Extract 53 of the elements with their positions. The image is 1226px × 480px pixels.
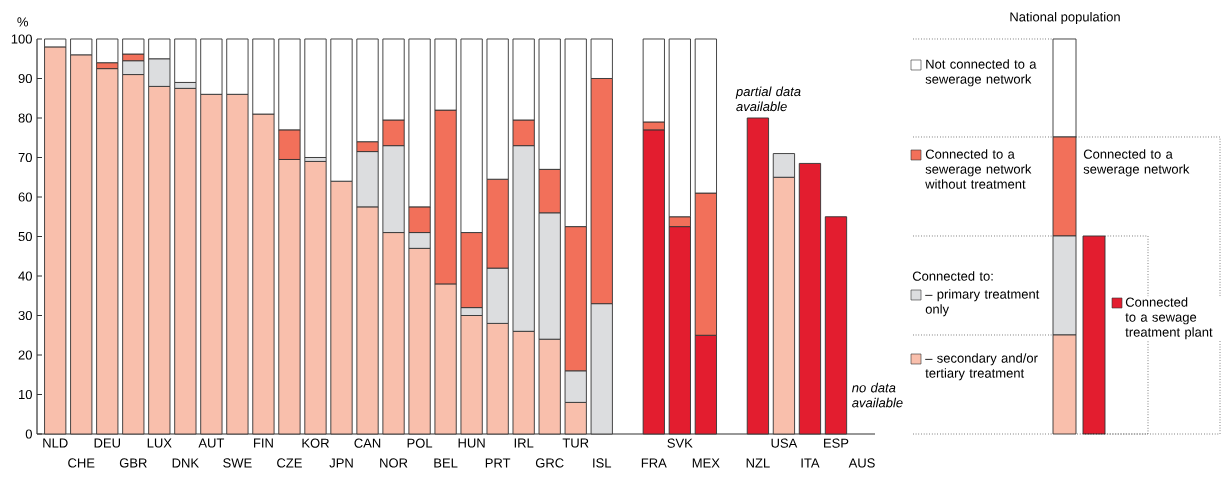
- x-tick-label: POL: [407, 438, 433, 448]
- x-tick-label: MEX: [692, 458, 720, 468]
- x-tick-label: ITA: [801, 458, 820, 468]
- y-tick-label: 0: [25, 429, 32, 439]
- legend-label: Not connected to a sewerage network: [925, 59, 1037, 87]
- x-tick-label: CAN: [354, 438, 381, 448]
- y-tick-label: 80: [18, 113, 32, 123]
- x-tick-label: GRC: [535, 458, 564, 468]
- y-tick-label: 60: [18, 192, 32, 202]
- x-tick-label: NLD: [43, 438, 68, 448]
- x-tick-label: TUR: [562, 438, 589, 448]
- legend-label: – secondary and/or tertiary treatment: [925, 353, 1038, 381]
- y-axis-title: %: [17, 17, 29, 27]
- x-tick-label: DEU: [94, 438, 120, 448]
- x-tick-label: FIN: [254, 438, 273, 448]
- x-tick-label: SWE: [223, 458, 252, 468]
- x-tick-label: SVK: [667, 438, 693, 448]
- annotation: partial data available: [735, 86, 801, 112]
- legend-title: National population: [1010, 11, 1120, 25]
- x-tick-label: ISL: [593, 458, 612, 468]
- x-tick-label: DNK: [172, 458, 199, 468]
- text: Connected to:: [912, 271, 993, 281]
- x-tick-label: NZL: [746, 458, 770, 468]
- y-tick-label: 10: [19, 389, 32, 400]
- bar: [304, 38, 327, 158]
- x-tick-label: JPN: [329, 458, 353, 468]
- x-tick-label: CHE: [68, 458, 95, 468]
- y-tick-label: 100: [11, 34, 32, 44]
- y-tick-label: 30: [18, 310, 32, 321]
- x-tick-label: GBR: [119, 458, 147, 468]
- x-tick-label: FRA: [641, 458, 667, 468]
- x-tick-label: PRT: [485, 458, 511, 468]
- x-tick-label: LUX: [147, 438, 172, 448]
- y-tick-label: 70: [18, 152, 32, 163]
- y-tick-label: 40: [18, 271, 32, 281]
- x-tick-label: KOR: [302, 438, 329, 448]
- x-tick-label: USA: [771, 438, 798, 448]
- legend-label: Connected to a sewerage network without treatment: [925, 149, 1032, 189]
- text: Connected to a sewerage network: [1083, 149, 1190, 177]
- x-tick-label: ESP: [824, 438, 849, 448]
- x-tick-label: IRL: [514, 438, 534, 448]
- legend-label: – primary treatment only: [925, 289, 1040, 317]
- y-tick-label: 90: [18, 73, 32, 84]
- x-tick-label: NOR: [380, 458, 408, 468]
- annotation: no data available: [852, 382, 903, 408]
- x-tick-label: CZE: [277, 458, 302, 468]
- x-tick-label: AUT: [198, 438, 225, 448]
- x-tick-label: AUS: [848, 458, 875, 468]
- y-tick-label: 20: [18, 350, 32, 360]
- x-tick-label: HUN: [458, 438, 485, 448]
- legend-label: Connected to a sewage treatment plant: [1125, 297, 1213, 340]
- x-tick-label: BEL: [434, 458, 458, 468]
- y-tick-label: 50: [18, 231, 32, 242]
